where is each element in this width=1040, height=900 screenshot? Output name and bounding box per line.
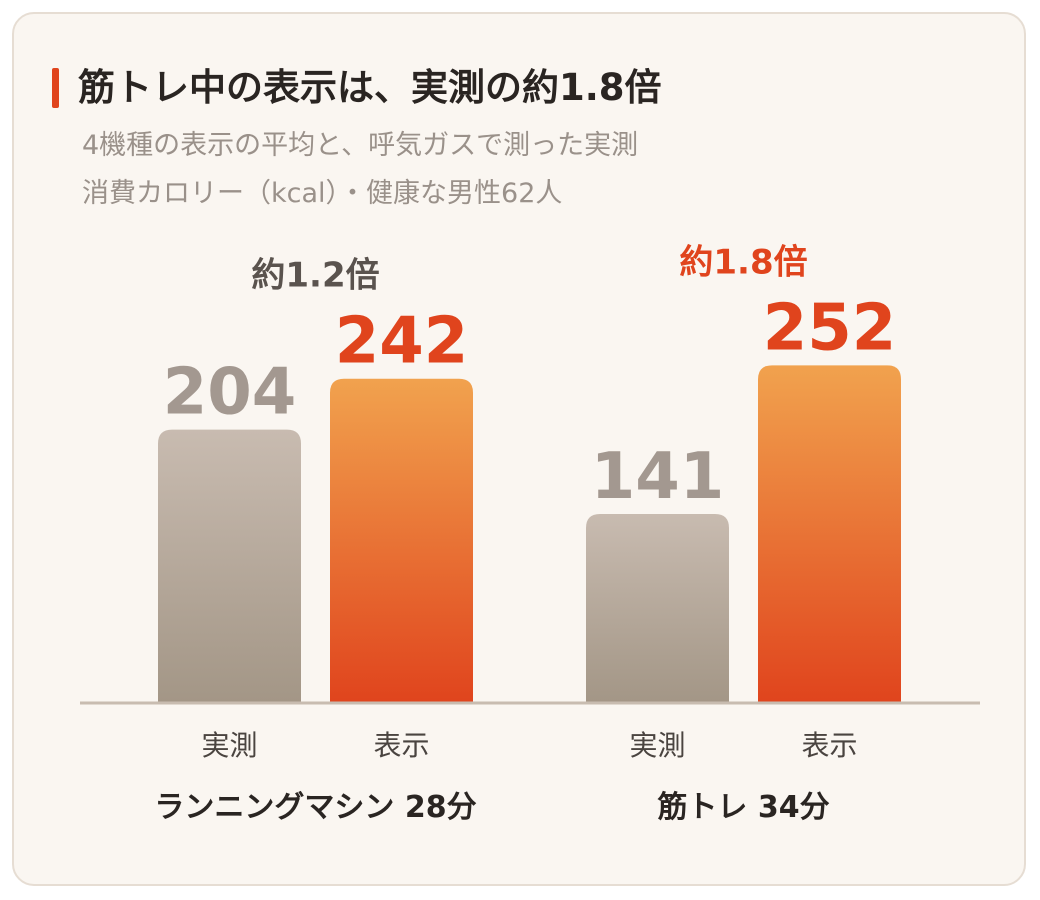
value-label-display-1: 242 bbox=[335, 305, 469, 379]
series-label-display-2: 表示 bbox=[801, 729, 857, 762]
bar-display-2 bbox=[758, 365, 901, 703]
series-label-actual-2: 実測 bbox=[629, 729, 685, 762]
bar-actual-1 bbox=[158, 429, 301, 703]
value-label-actual-2: 141 bbox=[591, 440, 725, 514]
series-label-actual-1: 実測 bbox=[201, 729, 257, 762]
ratio-label-2: 約1.8倍 bbox=[679, 242, 807, 282]
value-label-actual-1: 204 bbox=[163, 356, 297, 430]
bar-display-1 bbox=[330, 378, 473, 703]
series-label-display-1: 表示 bbox=[373, 729, 429, 762]
bar-actual-2 bbox=[586, 514, 729, 703]
value-label-display-2: 252 bbox=[763, 291, 897, 365]
chart-title: 筋トレ中の表示は、実測の約1.8倍 bbox=[78, 66, 662, 109]
group-label-2: 筋トレ 34分 bbox=[657, 790, 829, 825]
subtitle-line-1: 4機種の表示の平均と、呼気ガスで測った実測 bbox=[82, 130, 639, 161]
subtitle-line-2: 消費カロリー（kcal）・健康な男性62人 bbox=[82, 178, 563, 209]
ratio-label-1: 約1.2倍 bbox=[251, 256, 379, 296]
title-accent-bar bbox=[52, 68, 59, 108]
group-label-1: ランニングマシン 28分 bbox=[154, 790, 476, 825]
